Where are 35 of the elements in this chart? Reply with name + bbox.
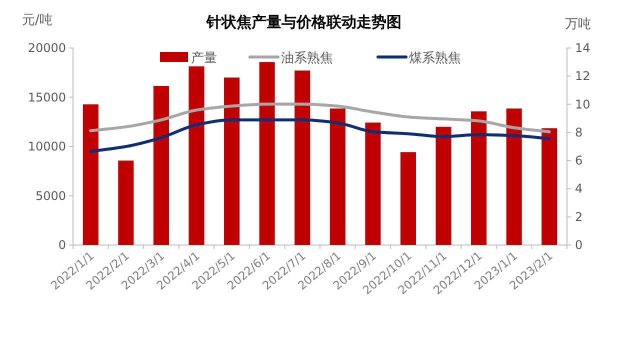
bar xyxy=(294,70,310,245)
legend-label: 产量 xyxy=(191,51,217,66)
bar xyxy=(542,128,558,245)
bar xyxy=(330,108,346,245)
bar xyxy=(188,66,204,245)
line-series xyxy=(89,102,551,134)
y-tick-label: 10000 xyxy=(28,140,66,154)
bar xyxy=(224,78,240,245)
y2-tick-label: 6 xyxy=(575,154,583,168)
bar xyxy=(259,62,275,245)
chart-title: 针状焦产量与价格联动走势图 xyxy=(206,13,402,31)
bar xyxy=(436,126,452,245)
bar xyxy=(82,104,98,245)
y-tick-label: 20000 xyxy=(28,41,66,55)
y2-tick-label: 0 xyxy=(575,238,583,252)
bar xyxy=(471,111,487,245)
bar xyxy=(365,122,381,245)
y2-axis-title: 万吨 xyxy=(565,17,591,32)
y-tick-label: 5000 xyxy=(35,188,66,203)
y2-tick-label: 4 xyxy=(575,182,583,196)
y-tick-label: 0 xyxy=(58,238,66,252)
y2-tick-label: 10 xyxy=(575,97,590,112)
line-series xyxy=(89,118,551,153)
y2-tick-label: 12 xyxy=(575,69,590,84)
y2-tick-label: 14 xyxy=(575,41,590,55)
bar xyxy=(400,152,416,245)
legend-label: 煤系熟焦 xyxy=(409,51,461,66)
bar xyxy=(506,108,522,245)
y-axis-title: 元/吨 xyxy=(22,13,52,28)
y-tick-label: 15000 xyxy=(28,90,66,104)
legend-label: 油系熟焦 xyxy=(281,51,333,66)
bar xyxy=(118,160,134,245)
y2-tick-label: 8 xyxy=(575,125,583,140)
y2-tick-label: 2 xyxy=(575,210,583,224)
bar xyxy=(153,86,169,245)
